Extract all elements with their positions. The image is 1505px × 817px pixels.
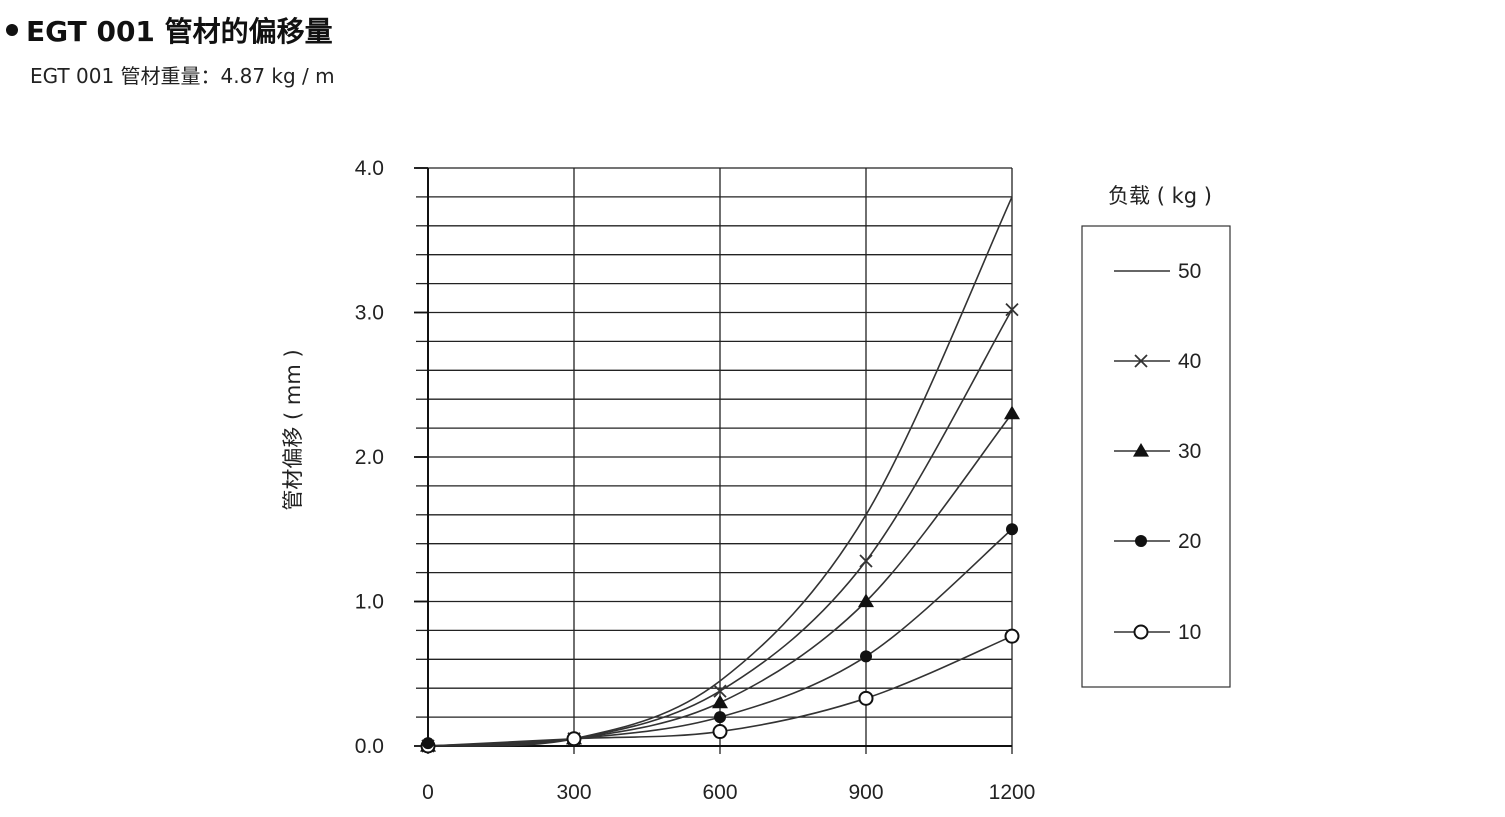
y-tick-label: 4.0 [355,157,384,180]
y-axis-title: 管材偏移 ( mm ) [281,349,305,510]
legend-item-50: 50 [1114,260,1201,283]
legend-item-30: 30 [1114,440,1201,463]
data-point-10 [566,731,582,747]
axes [414,167,1012,747]
series-line-30 [427,413,1013,747]
legend-label: 30 [1178,440,1201,463]
page-subtitle: EGT 001 管材重量：4.87 kg / m [30,64,335,88]
page-title: EGT 001 管材的偏移量 [6,10,333,50]
data-point-40 [713,684,727,698]
data-point-30 [858,593,874,608]
series-line-40 [427,309,1013,747]
data-point-20 [714,711,726,724]
x-tick-label: 600 [702,781,737,804]
legend-item-20: 20 [1114,530,1201,553]
bullet-icon [6,24,18,36]
data-point-origin [422,737,434,750]
data-point-10 [712,724,728,740]
grid-lines [416,167,1013,754]
legend-label: 50 [1178,260,1201,283]
legend-marker [1135,535,1147,547]
data-point-20 [1006,523,1018,536]
legend-marker [1133,443,1149,457]
legend-marker [1133,624,1149,640]
legend-item-10: 10 [1114,621,1201,644]
series-markers [420,302,1020,754]
legend-item-40: 40 [1114,350,1201,373]
legend-label: 20 [1178,530,1201,553]
data-point-30 [1004,405,1020,420]
x-tick-label: 300 [556,781,591,804]
page-title-text: EGT 001 管材的偏移量 [26,15,333,48]
data-point-10 [858,690,874,706]
legend-box [1081,225,1231,688]
data-point-30 [712,694,728,709]
y-tick-label: 0.0 [355,735,384,758]
x-tick-label: 1200 [989,781,1036,804]
legend-label: 10 [1178,621,1201,644]
data-point-40 [1005,302,1019,317]
data-point-10 [1004,628,1020,644]
y-tick-label: 2.0 [355,446,384,469]
legend-title: 负载 ( kg ) [1108,184,1212,208]
data-point-20 [860,650,872,663]
y-tick-label: 1.0 [355,591,384,614]
legend: 负载 ( kg ) 50 40 30 20 10 [1081,184,1231,688]
y-tick-label: 3.0 [355,302,384,325]
tick-labels: 0.0 1.0 2.0 3.0 4.0 0 300 600 900 1200 [355,157,1036,804]
x-tick-label: 900 [848,781,883,804]
data-point-40 [859,554,873,568]
legend-label: 40 [1178,350,1201,373]
x-tick-label: 0 [422,781,434,804]
legend-marker [1134,354,1148,368]
